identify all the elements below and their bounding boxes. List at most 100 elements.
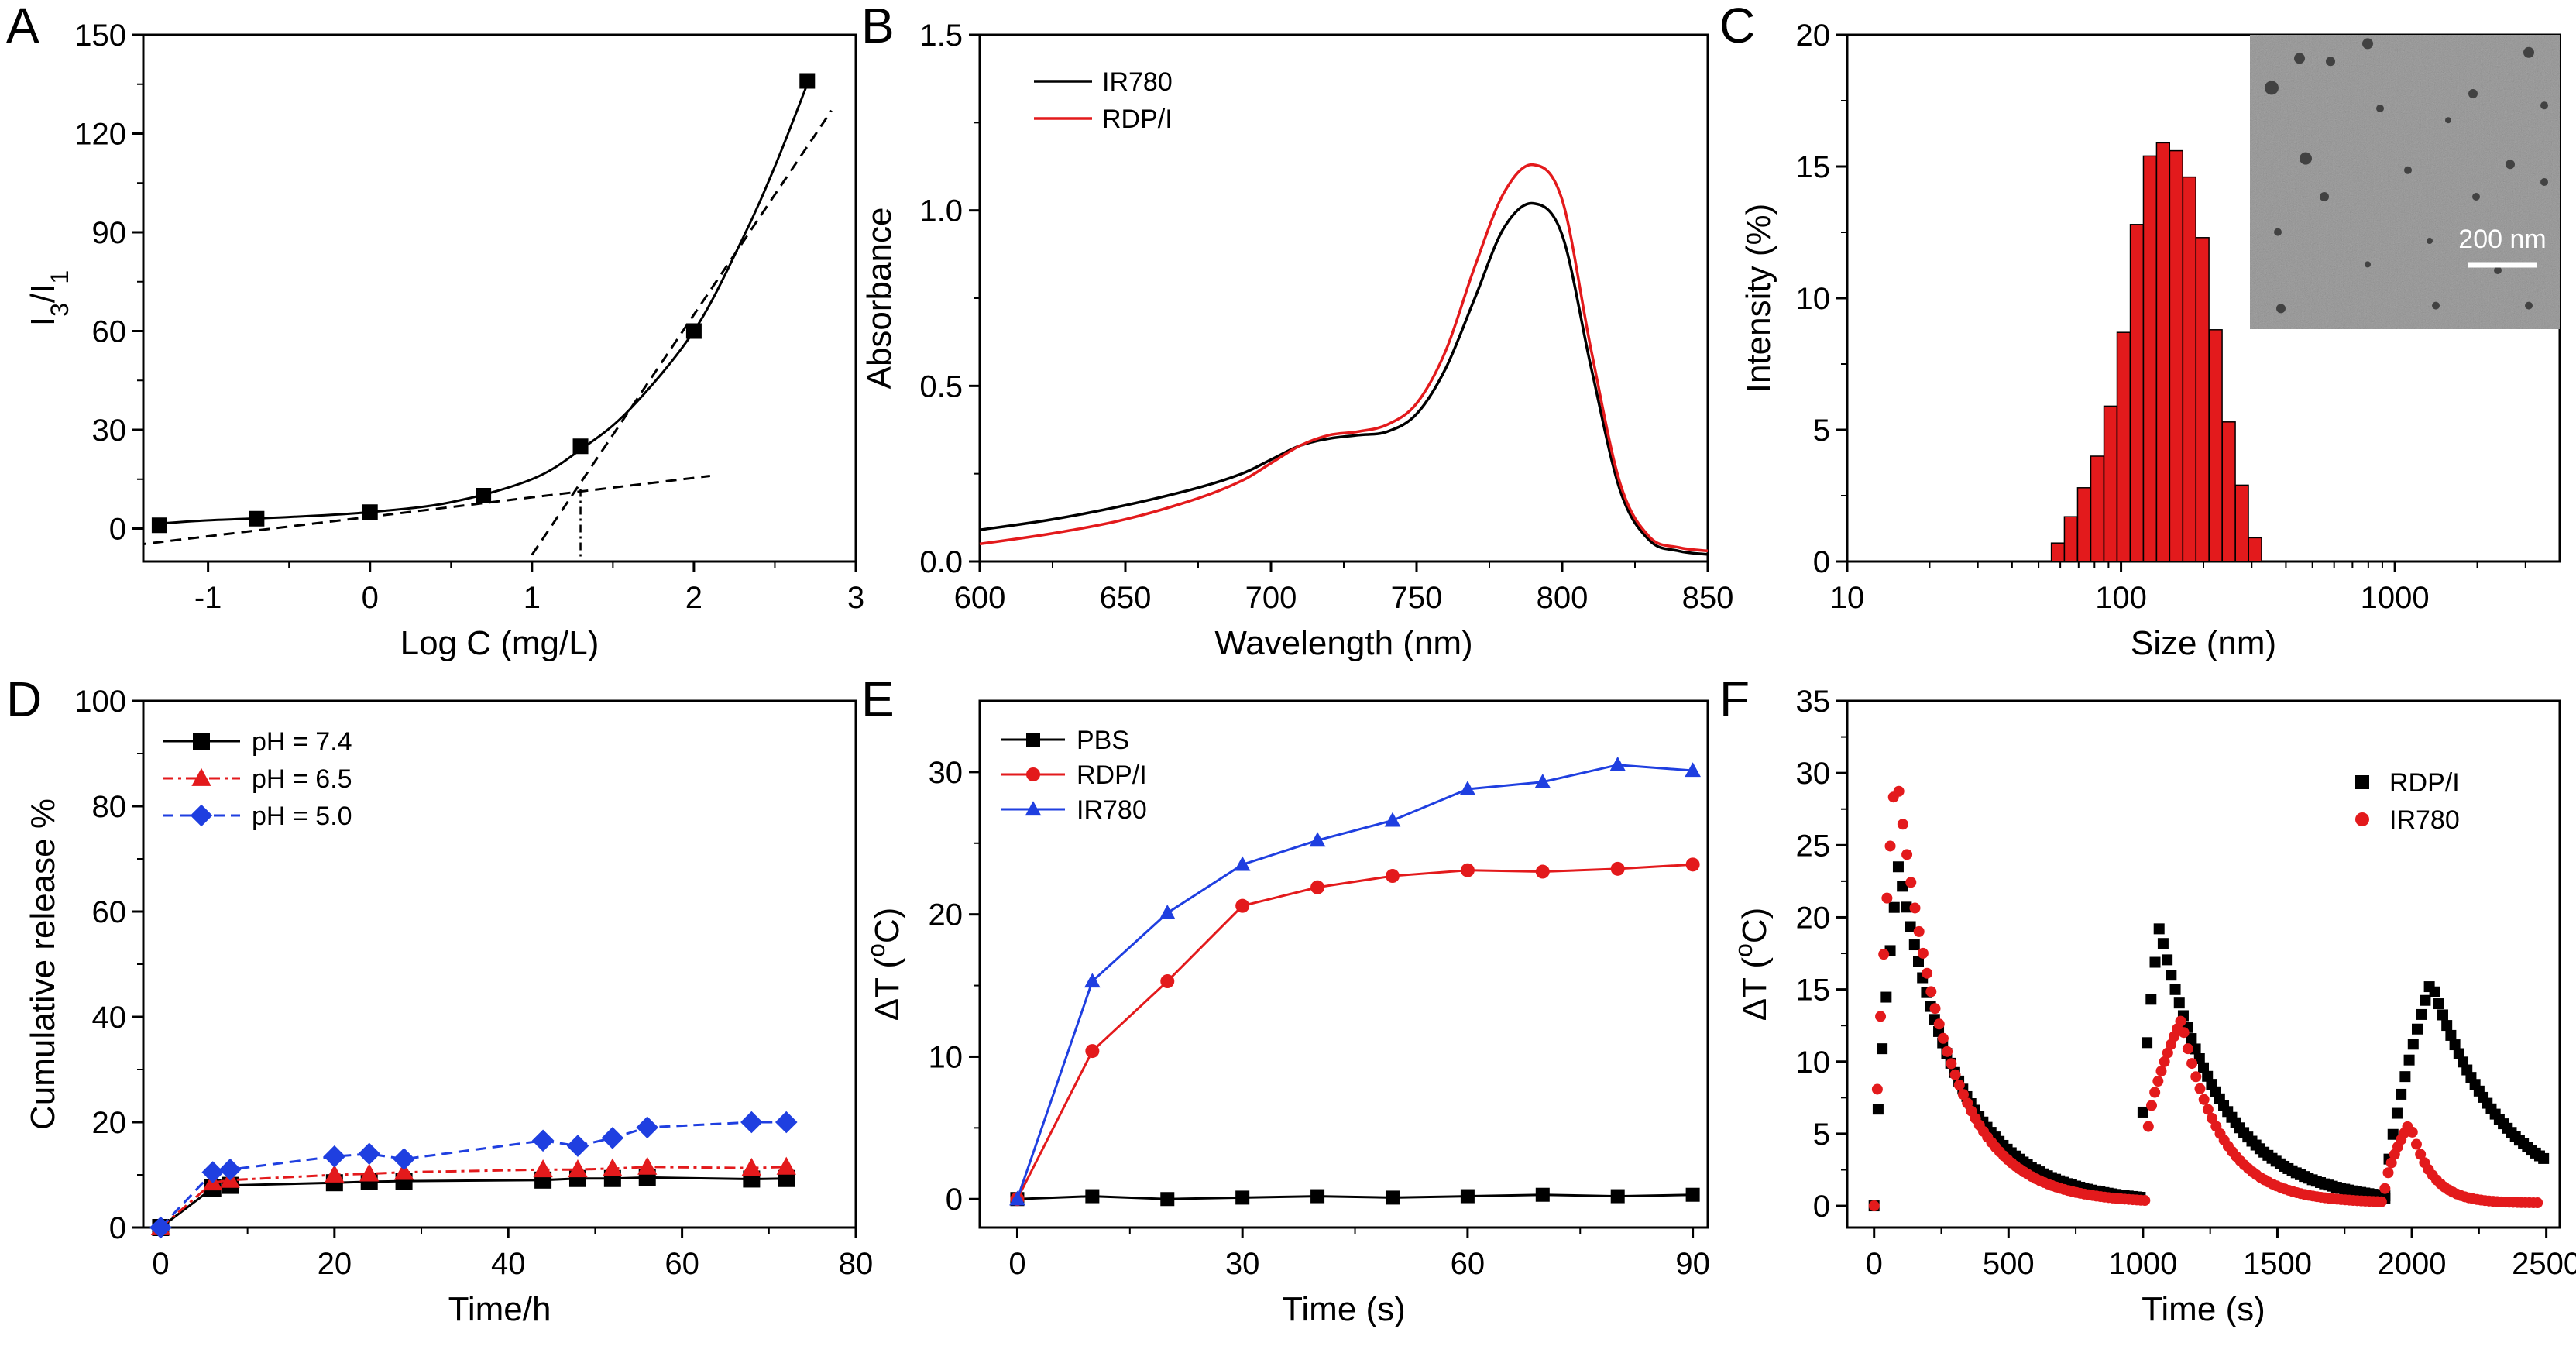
x-tick-label: 40: [491, 1247, 526, 1281]
y-tick-label: 30: [929, 756, 963, 790]
x-tick-label: 90: [1675, 1247, 1710, 1281]
x-tick-label: 10: [1830, 581, 1865, 615]
data-point: [1878, 949, 1890, 960]
data-point: [1897, 881, 1908, 892]
data-point: [2162, 954, 2173, 966]
nanoparticle: [2276, 304, 2286, 314]
plot-frame: [142, 33, 857, 563]
data-point: [1385, 869, 1400, 884]
y-tick-label: 60: [92, 895, 127, 929]
data-point: [2449, 1039, 2461, 1051]
data-point: [393, 1162, 414, 1180]
data-point: [2145, 1100, 2157, 1111]
histogram-bar: [2169, 149, 2183, 562]
data-point: [1942, 1046, 1953, 1057]
data-point: [1901, 849, 1913, 860]
y-tick-label: 40: [92, 1001, 127, 1035]
data-point: [2166, 970, 2177, 981]
plot-frame: [978, 699, 1709, 1229]
y-axis-label: I3/I1: [24, 270, 74, 326]
x-axis-label: Size (nm): [2131, 624, 2276, 662]
data-point: [566, 1135, 589, 1157]
data-point: [2186, 1033, 2197, 1045]
legend-swatch-marker: [1026, 733, 1040, 747]
histogram-bar: [2116, 331, 2131, 562]
y-axis-label-part: /I: [24, 284, 62, 303]
data-point: [1905, 877, 1917, 888]
histogram-bar: [2208, 329, 2223, 562]
data-point: [201, 1161, 225, 1183]
data-point: [601, 1127, 624, 1149]
data-point: [2406, 1126, 2418, 1138]
legend-label: RDP/I: [1102, 105, 1173, 134]
y-axis-label-part: 1: [46, 270, 74, 284]
data-point: [572, 438, 589, 455]
data-point: [1235, 1190, 1250, 1205]
panel-c: 10 100 1000 0 5 10 15 20 C Size (nm) Intensity (%)…: [1719, 0, 2561, 662]
histogram-bar: [2221, 421, 2236, 562]
nanoparticle: [2468, 89, 2478, 98]
series-line-ir780: [979, 201, 1709, 556]
data-point: [1610, 1189, 1625, 1204]
data-point: [249, 510, 265, 527]
data-point: [2403, 1054, 2415, 1066]
x-tick-label: 20: [318, 1247, 352, 1281]
data-point: [218, 1158, 242, 1181]
y-tick-label: 10: [929, 1040, 963, 1074]
nanoparticle: [2494, 266, 2502, 274]
x-tick-label: 1000: [2361, 581, 2430, 615]
y-tick-label: 35: [1796, 685, 1831, 719]
y-tick-label: 20: [929, 898, 963, 932]
data-point: [1084, 973, 1101, 988]
data-point: [2382, 1167, 2394, 1179]
histogram-bar: [2063, 516, 2078, 562]
data-point: [1535, 864, 1550, 879]
data-point: [1901, 901, 1912, 913]
series-line-rdpi: [979, 163, 1709, 553]
legend-swatch-marker: [193, 733, 210, 750]
nanoparticle: [2523, 46, 2534, 58]
y-tick-label: 0: [1813, 1190, 1830, 1224]
data-point: [1460, 863, 1475, 877]
legend-swatch-marker: [190, 804, 213, 827]
data-point: [2152, 1076, 2164, 1087]
data-point: [1933, 1018, 1945, 1030]
legend-swatch-marker: [1026, 767, 1040, 781]
data-point: [1881, 892, 1893, 904]
data-point: [1871, 1083, 1883, 1095]
y-tick-label: 0: [109, 1211, 126, 1245]
data-point: [2415, 1149, 2427, 1160]
data-point: [2420, 994, 2431, 1006]
data-point: [2202, 1104, 2214, 1115]
data-point: [2186, 1058, 2198, 1070]
y-axis-label-part: 3: [46, 303, 74, 317]
x-tick-label: 100: [2095, 581, 2147, 615]
panel-letter: C: [1719, 0, 1755, 53]
x-axis-label: Time (s): [1282, 1290, 1406, 1328]
data-point: [1610, 861, 1625, 876]
data-point: [1888, 901, 1900, 913]
data-point: [775, 1111, 798, 1134]
data-point: [1160, 1192, 1175, 1207]
y-tick-label: 10: [1796, 1046, 1831, 1080]
nanoparticle: [2540, 101, 2548, 110]
data-point: [2178, 1027, 2190, 1039]
data-point: [1877, 1043, 1888, 1055]
data-point: [2410, 1138, 2422, 1150]
data-point: [2149, 1087, 2161, 1098]
data-point: [358, 1142, 381, 1166]
y-tick-label: 0: [109, 513, 126, 547]
y-axis-label-part: ΔT (: [868, 957, 906, 1022]
data-point: [2198, 1094, 2210, 1105]
legend-label: pH = 5.0: [252, 802, 352, 831]
x-tick-label: 80: [839, 1247, 874, 1281]
legend-swatch-marker: [2355, 775, 2369, 789]
data-point: [1385, 1190, 1400, 1205]
nanoparticle: [2506, 160, 2515, 170]
data-point: [1234, 856, 1251, 871]
y-axis-label: ΔT (oC): [1729, 908, 1774, 1022]
data-point: [1880, 991, 1892, 1003]
data-point: [1929, 1003, 1941, 1015]
y-tick-label: 120: [74, 118, 126, 152]
legend-label: IR780: [2389, 805, 2460, 835]
